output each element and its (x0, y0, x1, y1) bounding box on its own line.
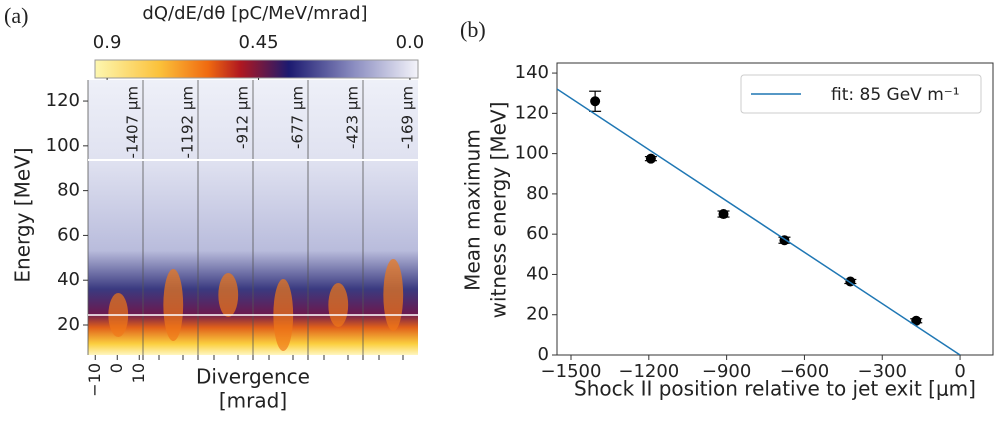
y-tick-label: 100 (515, 143, 549, 164)
y-tick-label: 120 (515, 102, 549, 123)
x-axis-label: [mrad] (219, 389, 287, 413)
y-tick-label: 0 (538, 344, 549, 365)
x-tick-label: −600 (780, 361, 829, 382)
y-axis-label: Mean maximum (461, 129, 485, 291)
colorbar-tick-label: 0.0 (396, 32, 425, 53)
strip-label: -677 μm (289, 86, 307, 149)
x-axis-label: Shock II position relative to jet exit [… (574, 377, 976, 401)
strip-label: -169 μm (399, 86, 417, 149)
y-tick-label: 40 (57, 269, 80, 290)
charge-blob (383, 259, 404, 331)
colorbar-label: dQ/dE/dθ [pC/MeV/mrad] (142, 3, 367, 24)
y-tick-label: 40 (526, 263, 549, 284)
colorbar-tick-label: 0.9 (93, 32, 122, 53)
data-point (645, 153, 656, 164)
strip-label: -1407 μm (124, 86, 142, 159)
x-tick-label: −10 (85, 363, 104, 397)
y-tick-label: 20 (526, 304, 549, 325)
colorbar-tick-label: 0.45 (238, 32, 278, 53)
x-tick-label: −900 (702, 361, 751, 382)
x-tick-label: −1500 (541, 361, 602, 382)
y-tick-label: 140 (515, 62, 549, 83)
colorbar (94, 59, 419, 79)
y-tick-label: 100 (46, 135, 80, 156)
y-tick-label: 20 (57, 314, 80, 335)
y-tick-label: 60 (57, 224, 80, 245)
panel-label: (a) (4, 3, 28, 28)
x-tick-label: 0 (107, 363, 126, 373)
y-tick-label: 60 (526, 223, 549, 244)
x-axis-label: Divergence (196, 365, 310, 389)
legend-box (740, 74, 982, 114)
y-axis-label: Energy [MeV] (11, 147, 35, 282)
fit-line (557, 88, 961, 355)
x-tick-label: 10 (129, 363, 148, 383)
strip-label: -423 μm (344, 86, 362, 149)
y-tick-label: 80 (57, 180, 80, 201)
strip-label: -1192 μm (179, 86, 197, 159)
data-point (718, 209, 729, 220)
x-tick-label: −1200 (618, 361, 679, 382)
strip-label: -912 μm (234, 86, 252, 149)
charge-blob (163, 269, 184, 341)
data-point (911, 315, 922, 326)
panel-label: (b) (460, 17, 486, 42)
y-tick-label: 80 (526, 183, 549, 204)
y-tick-label: 120 (46, 90, 80, 111)
x-tick-label: 0 (954, 361, 965, 382)
data-point (590, 96, 601, 107)
plot-area (557, 88, 961, 355)
charge-blob (328, 283, 349, 327)
plot-frame (556, 62, 994, 356)
charge-blob (218, 273, 239, 317)
y-axis-label: witness energy [MeV] (487, 102, 511, 319)
legend-label: fit: 85 GeV m⁻¹ (831, 85, 960, 105)
x-tick-label: −300 (858, 361, 907, 382)
